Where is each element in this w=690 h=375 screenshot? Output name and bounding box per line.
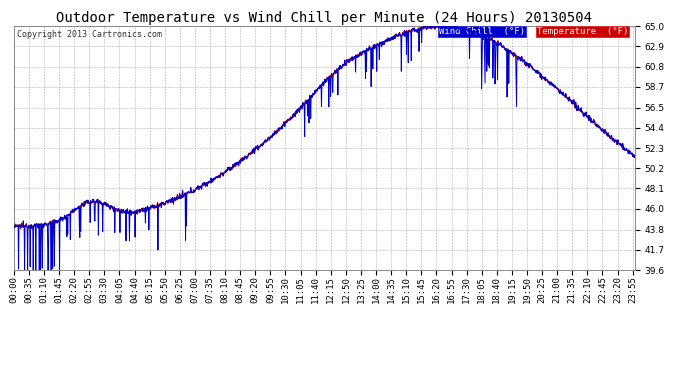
Text: Wind Chill  (°F): Wind Chill (°F) [440,27,525,36]
Title: Outdoor Temperature vs Wind Chill per Minute (24 Hours) 20130504: Outdoor Temperature vs Wind Chill per Mi… [57,11,592,25]
Text: Temperature  (°F): Temperature (°F) [538,27,629,36]
Text: Copyright 2013 Cartronics.com: Copyright 2013 Cartronics.com [17,30,162,39]
